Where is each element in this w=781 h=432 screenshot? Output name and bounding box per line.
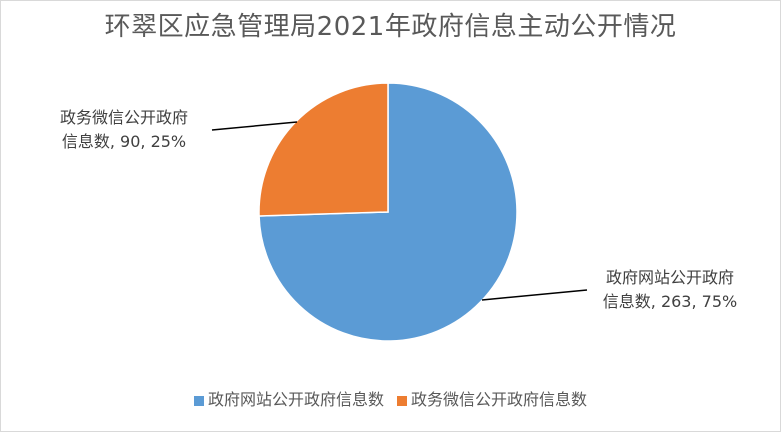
leader-line-wechat [211, 121, 298, 131]
legend-swatch-wechat [397, 395, 408, 406]
data-label-website: 政府网站公开政府 信息数, 263, 75% [585, 266, 755, 314]
pie-slice-website [258, 82, 518, 342]
legend-swatch-website [193, 395, 204, 406]
pie-slices [258, 82, 518, 342]
data-label-wechat-line2: 信息数, 90, 25% [61, 132, 187, 151]
data-label-website-line1: 政府网站公开政府 [605, 268, 734, 287]
legend-label-website: 政府网站公开政府信息数 [207, 390, 384, 409]
data-label-website-line2: 信息数, 263, 75% [602, 292, 738, 311]
legend-item-wechat: 政务微信公开政府信息数 [397, 386, 587, 410]
pie-slice-wechat [258, 82, 389, 217]
legend-label-wechat: 政务微信公开政府信息数 [411, 390, 588, 409]
data-label-wechat-line1: 政务微信公开政府 [59, 108, 188, 127]
legend: 政府网站公开政府信息数 政务微信公开政府信息数 [0, 386, 781, 410]
leader-line-website [481, 289, 588, 301]
legend-item-website: 政府网站公开政府信息数 [193, 386, 384, 410]
data-label-wechat: 政务微信公开政府 信息数, 90, 25% [40, 106, 208, 154]
chart-title: 环翠区应急管理局2021年政府信息主动公开情况 [104, 12, 677, 42]
